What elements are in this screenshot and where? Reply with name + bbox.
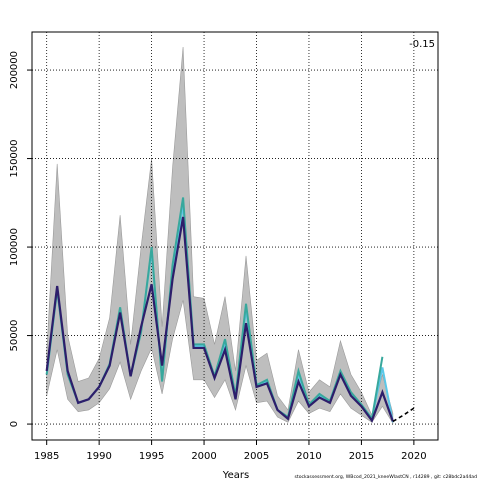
x-tick-label: 1995	[139, 451, 164, 462]
series-line	[392, 407, 415, 423]
y-tick-label: 200000	[9, 51, 20, 89]
x-tick-label: 2020	[401, 451, 426, 462]
plot-frame	[31, 31, 439, 441]
y-tick-label: 150000	[9, 139, 20, 177]
x-tick-label: 2010	[296, 451, 321, 462]
x-tick-label: 1985	[34, 451, 59, 462]
x-tick-label: 2000	[191, 451, 216, 462]
footer: stockassessment.org, WBcod_2021_kneeWlas…	[295, 474, 478, 480]
confidence-band	[46, 47, 394, 425]
x-tick-label: 2005	[244, 451, 269, 462]
x-axis-label: Years	[222, 470, 249, 480]
y-tick-label: 0	[9, 421, 20, 427]
annotation: -0.15	[409, 39, 435, 50]
y-tick-label: 50000	[9, 320, 20, 352]
x-tick-label: 1990	[86, 451, 111, 462]
x-tick-label: 2015	[349, 451, 374, 462]
y-tick-label: 100000	[9, 228, 20, 266]
series-line	[45, 216, 394, 423]
